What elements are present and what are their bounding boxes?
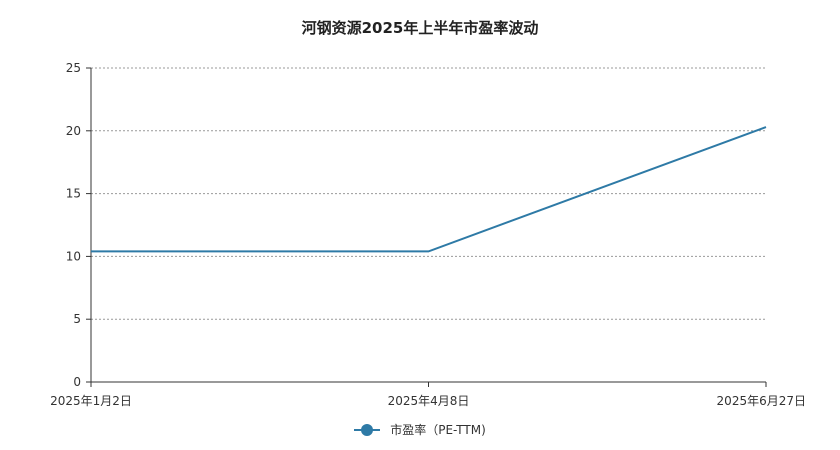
y-tick-label: 25 xyxy=(66,61,81,75)
y-tick-label: 0 xyxy=(73,375,81,389)
y-tick-label: 10 xyxy=(66,249,81,263)
series-line xyxy=(91,126,767,253)
legend[interactable]: 市盈率（PE-TTM) xyxy=(0,421,840,439)
x-tick-label: 2025年1月2日 xyxy=(50,394,132,408)
x-tick-label: 2025年4月8日 xyxy=(388,394,470,408)
y-tick-label: 20 xyxy=(66,124,81,138)
chart-title: 河钢资源2025年上半年市盈率波动 xyxy=(301,19,539,37)
legend-label: 市盈率（PE-TTM) xyxy=(390,423,486,437)
x-tick-label: 2025年6月27日 xyxy=(717,394,806,408)
y-tick-label: 5 xyxy=(73,312,81,326)
y-tick-label: 15 xyxy=(66,187,81,201)
legend-item[interactable]: 市盈率（PE-TTM) xyxy=(354,421,486,438)
legend-line-marker-icon xyxy=(354,423,381,436)
